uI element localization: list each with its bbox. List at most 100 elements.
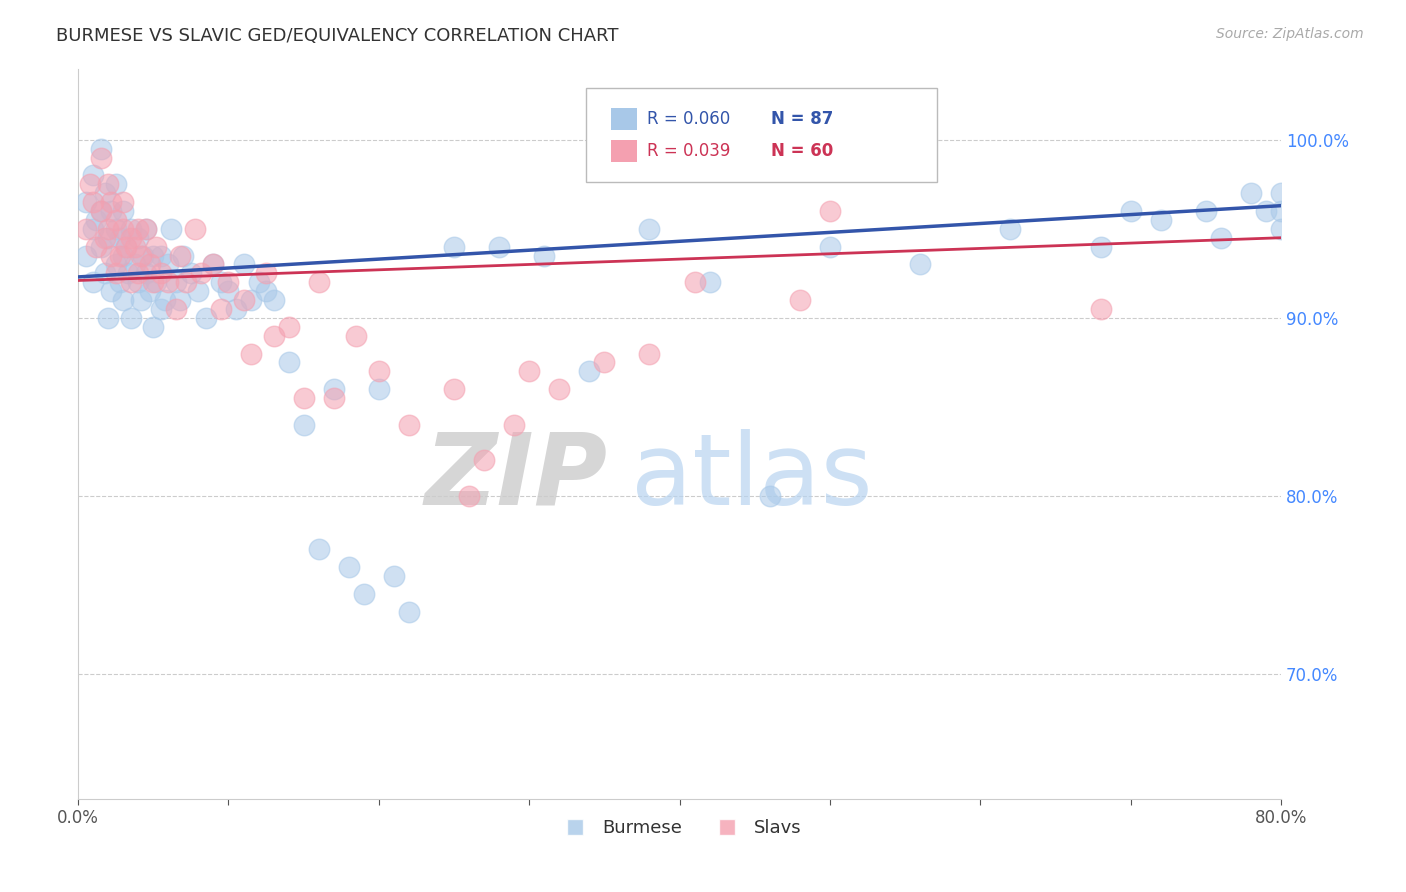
Point (127, 231, 149, 245)
Point (75, 195, 97, 210)
Point (308, 542, 330, 557)
Point (110, 248, 132, 262)
Point (84, 213, 107, 227)
Point (308, 275, 330, 289)
Point (683, 275, 706, 289)
Point (132, 248, 155, 262)
Point (1150, 213, 1173, 227)
Point (277, 355, 299, 369)
Point (90, 151, 112, 165)
Point (97, 310, 120, 325)
Text: R = 0.060: R = 0.060 (647, 110, 730, 128)
Point (240, 346, 263, 360)
Point (90, 240, 112, 254)
Point (90, 204, 112, 219)
Point (322, 382, 344, 396)
Point (142, 248, 165, 262)
Point (337, 560, 360, 574)
Point (180, 266, 202, 280)
Point (240, 293, 263, 307)
Point (139, 257, 162, 271)
Point (104, 178, 127, 192)
Point (184, 222, 207, 236)
Point (75, 222, 97, 236)
Point (187, 284, 209, 298)
Point (169, 293, 191, 307)
Point (104, 213, 127, 227)
Point (382, 569, 405, 583)
Point (115, 240, 138, 254)
Point (97, 178, 120, 192)
Point (90, 204, 112, 219)
Point (638, 222, 661, 236)
Point (82, 222, 104, 236)
Point (97, 222, 120, 236)
Point (97, 231, 120, 245)
Point (94, 186, 117, 201)
Point (149, 301, 172, 316)
Point (84, 240, 107, 254)
Point (75, 248, 97, 262)
Point (322, 391, 344, 405)
Point (157, 275, 180, 289)
Point (209, 275, 232, 289)
Point (165, 301, 187, 316)
Point (94, 266, 117, 280)
Bar (612, 108, 637, 130)
Point (1270, 204, 1292, 219)
Point (129, 248, 152, 262)
Point (1090, 240, 1112, 254)
Point (94, 231, 117, 245)
Point (578, 364, 600, 378)
Point (247, 275, 270, 289)
Point (145, 275, 167, 289)
Point (292, 417, 315, 432)
Text: Source: ZipAtlas.com: Source: ZipAtlas.com (1216, 27, 1364, 41)
Point (120, 231, 142, 245)
Point (117, 266, 139, 280)
Point (120, 310, 142, 325)
Point (110, 275, 132, 289)
Point (789, 293, 811, 307)
Point (367, 382, 389, 396)
Point (209, 301, 232, 316)
Point (129, 293, 152, 307)
Point (90, 142, 112, 156)
Point (367, 364, 389, 378)
Point (398, 605, 420, 619)
Point (142, 275, 165, 289)
Point (145, 240, 167, 254)
Point (398, 417, 420, 432)
Point (135, 222, 157, 236)
Point (82, 169, 104, 183)
Point (100, 204, 122, 219)
Point (135, 266, 157, 280)
Point (1270, 186, 1292, 201)
Point (1209, 231, 1232, 245)
Point (135, 222, 157, 236)
Point (112, 248, 135, 262)
Point (149, 266, 172, 280)
Text: R = 0.039: R = 0.039 (647, 142, 731, 160)
Point (458, 489, 481, 503)
Point (82, 275, 104, 289)
Point (217, 284, 239, 298)
Point (157, 257, 180, 271)
Point (127, 266, 149, 280)
Text: BURMESE VS SLAVIC GED/EQUIVALENCY CORRELATION CHART: BURMESE VS SLAVIC GED/EQUIVALENCY CORREL… (56, 27, 619, 45)
Point (263, 293, 285, 307)
Point (155, 293, 177, 307)
Point (120, 222, 142, 236)
Point (124, 257, 146, 271)
Bar (612, 140, 637, 162)
Point (517, 364, 540, 378)
Point (124, 240, 146, 254)
Point (79, 178, 101, 192)
Point (443, 240, 465, 254)
Point (488, 240, 510, 254)
Point (472, 453, 495, 467)
Point (1195, 204, 1218, 219)
Point (699, 275, 721, 289)
Point (100, 248, 122, 262)
Point (292, 391, 315, 405)
